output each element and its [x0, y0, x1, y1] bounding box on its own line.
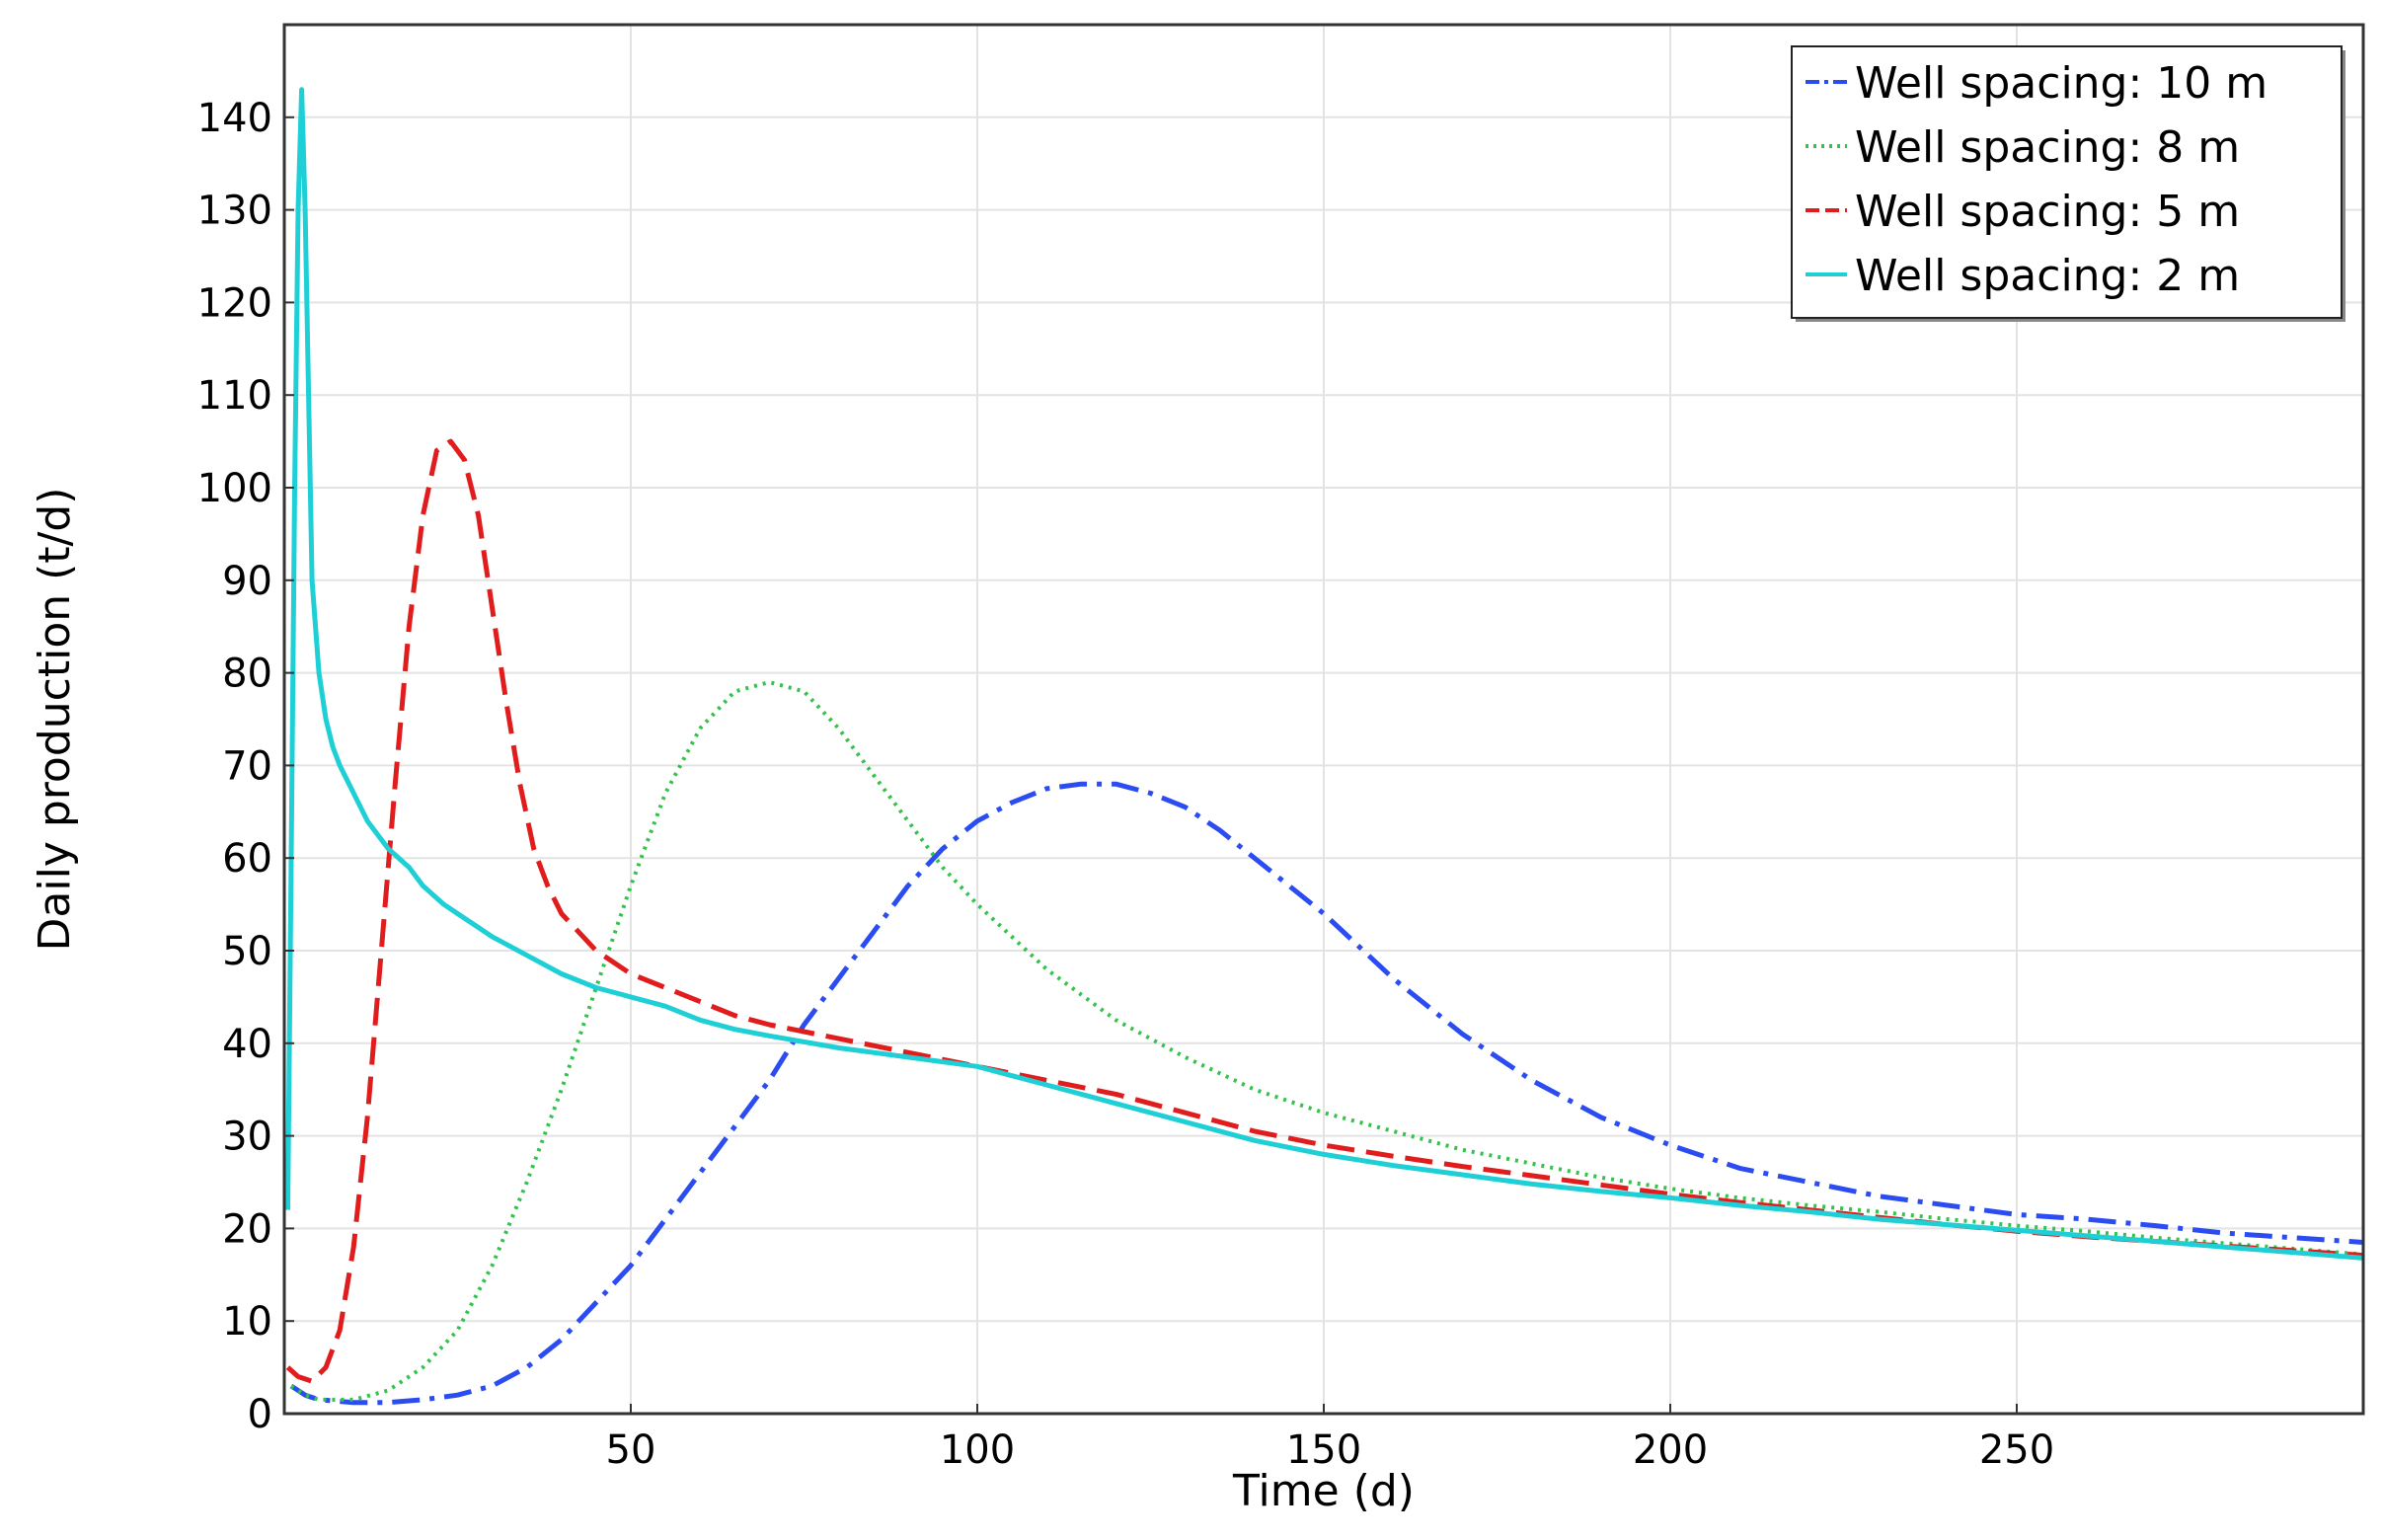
legend: Well spacing: 10 m Well spacing: 8 m Well …: [1791, 45, 2345, 322]
y-tick-label: 90: [222, 559, 272, 604]
legend-label-1: Well spacing: 10 m: [1855, 58, 2268, 109]
y-tick-label: 60: [222, 836, 272, 882]
y-tick-label: 110: [197, 373, 272, 419]
y-tick-label: 10: [222, 1299, 272, 1345]
y-tick-label: 100: [197, 466, 272, 511]
legend-box: [1791, 45, 2343, 319]
legend-label-2: Well spacing: 8 m: [1855, 122, 2240, 173]
x-tick-label: 100: [940, 1427, 1015, 1473]
y-tick-label: 130: [197, 189, 272, 234]
y-tick-label: 20: [222, 1206, 272, 1252]
x-tick-label: 150: [1286, 1427, 1361, 1473]
y-tick-label: 30: [222, 1115, 272, 1160]
y-tick-label: 80: [222, 652, 272, 697]
y-tick-label: 0: [248, 1392, 272, 1437]
y-tick-label: 40: [222, 1022, 272, 1067]
y-tick-label: 120: [197, 280, 272, 326]
legend-label-4: Well spacing: 2 m: [1855, 251, 2240, 301]
series-lines: [285, 87, 2364, 1406]
y-tick-label: 70: [222, 743, 272, 789]
y-tick-label: 50: [222, 929, 272, 974]
x-tick-label: 50: [606, 1427, 656, 1473]
axis-ticks: 50 100 150 200 250 0 10 20 30 40 50 60 70 80 90 100 110 1…: [197, 96, 2055, 1473]
series-line-4: [285, 87, 2364, 1261]
series-line-1: [289, 781, 2364, 1406]
x-tick-label: 200: [1633, 1427, 1708, 1473]
y-tick-label: 140: [197, 96, 272, 141]
y-axis-label: Daily production (t/d): [30, 488, 80, 952]
legend-label-3: Well spacing: 5 m: [1855, 187, 2240, 237]
x-tick-label: 250: [1979, 1427, 2054, 1473]
x-axis-label: Time (d): [1232, 1466, 1415, 1516]
